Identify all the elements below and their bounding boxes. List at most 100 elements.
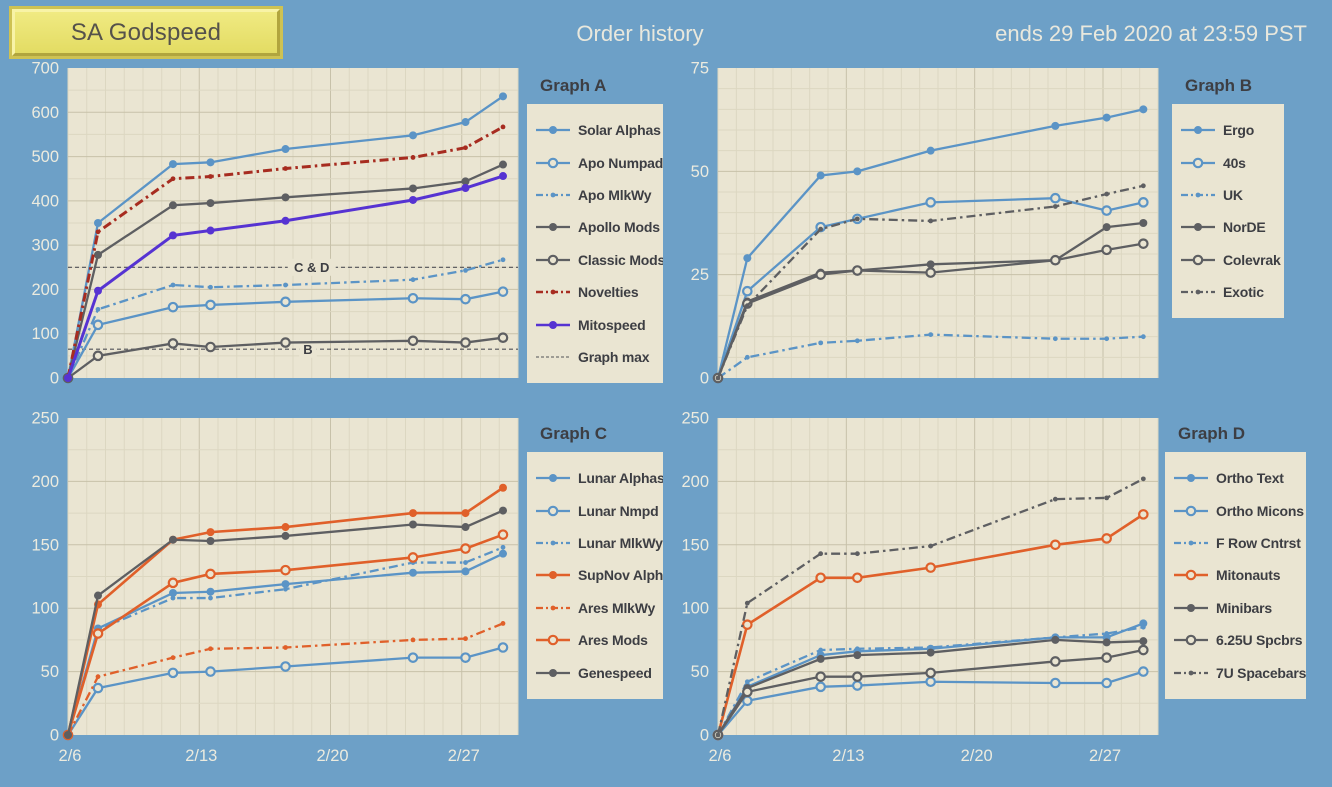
- graph-d-legend-column: Graph D Ortho Text Ortho Micons F Row Cntr…: [1165, 424, 1306, 699]
- series-line: [66, 258, 504, 379]
- legend-item-d-0: Ortho Text: [1173, 462, 1302, 494]
- legend-d: Ortho Text Ortho Micons F Row Cntrst Mitona…: [1165, 452, 1306, 699]
- legend-item-b-4: Colevrak: [1180, 244, 1281, 276]
- legend-label: Solar Alphas: [578, 122, 661, 139]
- legend-item-b-1: 40s: [1180, 146, 1280, 178]
- y-tick-label: 150: [31, 536, 59, 554]
- legend-item-d-3: Mitonauts: [1173, 559, 1302, 591]
- y-tick-label: 75: [691, 60, 709, 78]
- graph-a-legend-column: Graph A Solar Alphas Apo Numpad Apo MlkWy A…: [527, 76, 663, 384]
- x-tick-label: 2/6: [59, 747, 82, 765]
- legend-label: Mitospeed: [578, 316, 646, 333]
- y-tick-label: 0: [700, 727, 709, 745]
- legend-a: Solar Alphas Apo Numpad Apo MlkWy Apollo Mo…: [527, 104, 663, 384]
- y-tick-label: 250: [31, 410, 59, 428]
- series-line: [66, 174, 504, 379]
- y-tick-label: 100: [31, 325, 59, 343]
- legend-label: Exotic: [1223, 284, 1264, 301]
- x-tick-label: 2/6: [709, 747, 732, 765]
- legend-line-sample-icon: [536, 540, 570, 546]
- legend-line-sample-icon: [1174, 670, 1208, 675]
- legend-label: Apo Numpad: [578, 154, 663, 171]
- legend-item-b-5: Exotic: [1180, 276, 1280, 308]
- legend-label: UK: [1223, 186, 1243, 203]
- legend-line-sample-icon: [1181, 126, 1215, 135]
- y-tick-label: 200: [681, 473, 709, 491]
- legend-item-b-3: NorDE: [1180, 211, 1280, 243]
- y-tick-label: 0: [700, 370, 709, 388]
- legend-label: Mitonauts: [1216, 567, 1281, 584]
- y-tick-label: 500: [31, 148, 59, 166]
- legend-label: SupNov Alph: [578, 567, 663, 584]
- y-tick-label: 600: [31, 104, 59, 122]
- series-line: [67, 336, 504, 379]
- series-line: [66, 486, 504, 736]
- series-line: [66, 552, 504, 736]
- legend-item-c-3: SupNov Alph: [535, 559, 663, 591]
- legend-item-d-1: Ortho Micons: [1173, 494, 1304, 526]
- legend-line-sample-icon: [536, 571, 570, 580]
- graph-d-title: Graph D: [1178, 424, 1246, 443]
- legend-line-sample-icon: [536, 126, 570, 135]
- legend-item-a-5: Novelties: [535, 276, 659, 308]
- legend-item-b-2: UK: [1180, 179, 1280, 211]
- legend-line-sample-icon: [536, 289, 570, 295]
- series-line: [66, 509, 504, 736]
- legend-line-sample-icon: [1174, 505, 1208, 516]
- series-line: [716, 242, 1144, 379]
- legend-line-sample-icon: [1174, 603, 1208, 612]
- y-tick-label: 25: [691, 266, 709, 284]
- series-line: [716, 221, 1144, 379]
- legend-line-sample-icon: [1181, 157, 1215, 168]
- legend-label: 7U Spacebars: [1216, 664, 1306, 681]
- legend-line-sample-icon: [536, 157, 570, 168]
- legend-label: F Row Cntrst: [1216, 534, 1301, 551]
- legend-label: 40s: [1223, 154, 1246, 171]
- legend-label: 6.25U Spcbrs: [1216, 632, 1303, 649]
- legend-line-sample-icon: [536, 605, 570, 611]
- legend-item-d-6: 7U Spacebars: [1173, 656, 1306, 688]
- series-line: [66, 533, 504, 736]
- legend-line-sample-icon: [536, 223, 570, 232]
- legend-line-sample-icon: [1181, 289, 1215, 295]
- legend-item-d-2: F Row Cntrst: [1173, 527, 1302, 559]
- legend-line-sample-icon: [1174, 570, 1208, 581]
- legend-label: Lunar MlkWy: [578, 534, 663, 551]
- y-tick-label: 50: [41, 663, 59, 681]
- y-tick-label: 200: [31, 473, 59, 491]
- legend-item-b-0: Ergo: [1180, 114, 1280, 146]
- legend-line-sample-icon: [1181, 223, 1215, 232]
- graph-d-plot: 0 50 100 150 200 250 2/6 2/13 2/20 2/27: [681, 410, 1159, 765]
- graph-c-title: Graph C: [540, 424, 608, 443]
- series-line: [716, 477, 1144, 736]
- y-tick-label: 100: [31, 600, 59, 618]
- legend-item-a-3: Apollo Mods: [535, 211, 660, 243]
- legend-line-sample-icon: [536, 320, 570, 329]
- graph-b-title: Graph B: [1185, 76, 1253, 95]
- series-line: [717, 622, 1144, 736]
- legend-line-sample-icon: [536, 505, 570, 516]
- legend-label: Colevrak: [1223, 251, 1281, 268]
- legend-line-sample-icon: [1174, 540, 1208, 546]
- series-line: [717, 670, 1144, 736]
- y-tick-label: 0: [50, 727, 59, 745]
- x-tick-label: 2/27: [1089, 747, 1121, 765]
- legend-item-a-6: Mitospeed: [535, 308, 659, 340]
- legend-item-a-0: Solar Alphas: [535, 114, 661, 146]
- legend-label: Lunar Nmpd: [578, 502, 659, 519]
- graph-b-legend-column: Graph B Ergo 40s UK NorDE Colevrak Exotic: [1172, 76, 1284, 319]
- legend-b: Ergo 40s UK NorDE Colevrak Exotic: [1172, 104, 1284, 319]
- x-tick-label: 2/20: [316, 747, 348, 765]
- legend-label: Lunar Alphas: [578, 470, 663, 487]
- legend-item-c-4: Ares MlkWy: [535, 592, 659, 624]
- y-tick-label: 300: [31, 237, 59, 255]
- legend-line-sample-icon: [536, 634, 570, 646]
- legend-item-c-5: Ares Mods: [535, 624, 659, 656]
- legend-item-d-5: 6.25U Spcbrs: [1173, 624, 1303, 656]
- legend-label: Ortho Micons: [1216, 502, 1304, 519]
- legend-label: Apollo Mods: [578, 219, 660, 236]
- series-line: [66, 622, 504, 736]
- series-line: [717, 648, 1144, 736]
- legend-item-c-0: Lunar Alphas: [535, 462, 663, 494]
- team-name: SA Godspeed: [70, 18, 222, 46]
